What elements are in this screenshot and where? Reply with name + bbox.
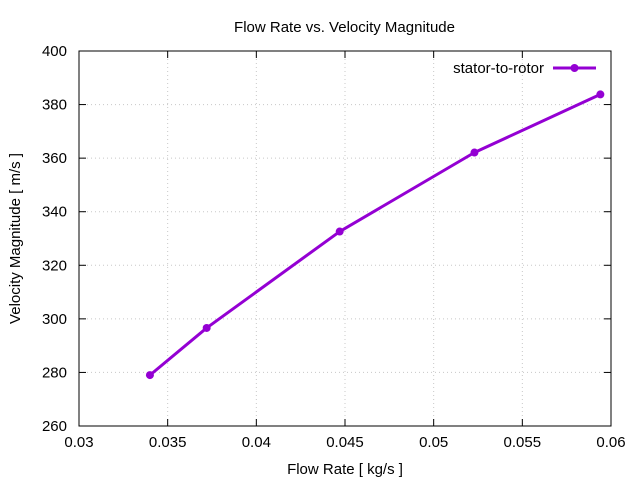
y-tick-label: 380 xyxy=(42,97,67,114)
x-tick-labels: 0.03 0.035 0.04 0.045 0.05 0.055 0.06 xyxy=(64,434,625,451)
x-tick-label: 0.035 xyxy=(149,434,187,451)
x-tick-label: 0.055 xyxy=(504,434,542,451)
x-axis-label: Flow Rate [ kg/s ] xyxy=(287,461,403,478)
y-tick-label: 260 xyxy=(42,418,67,435)
axis-ticks xyxy=(78,50,612,427)
y-tick-label: 320 xyxy=(42,257,67,274)
data-point xyxy=(202,323,211,332)
y-tick-labels: 260 280 300 320 340 360 380 400 xyxy=(42,43,67,435)
y-tick-label: 280 xyxy=(42,364,67,381)
y-tick-label: 400 xyxy=(42,43,67,60)
y-axis-label: Velocity Magnitude [ m/s ] xyxy=(7,153,24,324)
data-point xyxy=(596,90,605,99)
series-group xyxy=(145,90,605,380)
x-tick-label: 0.03 xyxy=(64,434,93,451)
chart-title: Flow Rate vs. Velocity Magnitude xyxy=(234,19,455,36)
x-tick-label: 0.06 xyxy=(596,434,625,451)
x-tick-label: 0.05 xyxy=(419,434,448,451)
legend-marker xyxy=(570,64,579,72)
y-tick-label: 360 xyxy=(42,150,67,167)
legend-label: stator-to-rotor xyxy=(453,60,544,77)
data-point xyxy=(470,148,479,157)
grid-lines xyxy=(79,51,611,426)
x-tick-label: 0.045 xyxy=(326,434,364,451)
series-line xyxy=(148,93,601,377)
x-tick-label: 0.04 xyxy=(242,434,271,451)
y-tick-label: 340 xyxy=(42,204,67,221)
data-point xyxy=(145,371,154,380)
y-tick-label: 300 xyxy=(42,311,67,328)
data-point xyxy=(335,227,344,236)
legend: stator-to-rotor xyxy=(453,60,596,77)
